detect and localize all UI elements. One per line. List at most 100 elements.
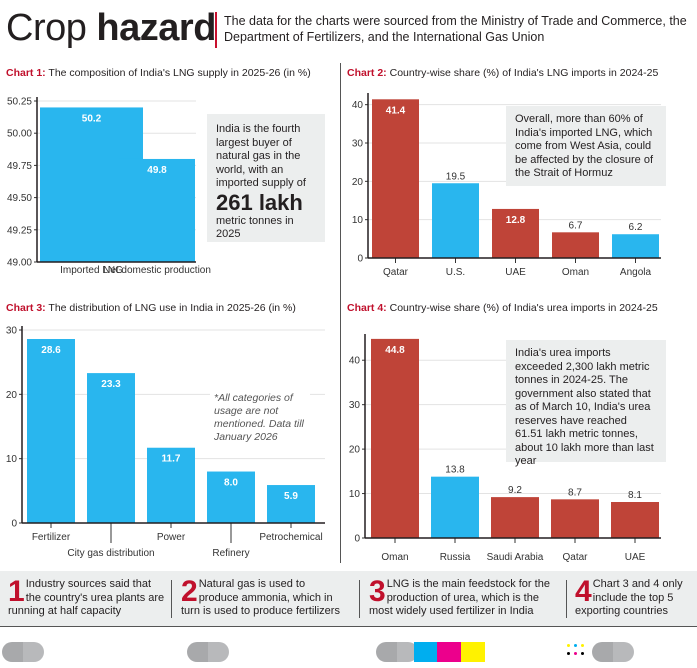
chart-4-bar — [611, 502, 659, 538]
chart-2-bar — [372, 99, 419, 258]
chart-2-category-label: Angola — [620, 267, 652, 278]
chart-1-ytick-label: 49.75 — [7, 161, 32, 172]
fact-2: 2 Natural gas is used to produce ammonia,… — [181, 575, 346, 619]
chart-4-data-label: 8.1 — [628, 490, 642, 501]
chart-2: 0 10 20 30 40 41.4 Qatar 19.5 U.S. 12.8 UAE 6.7 Oman… — [352, 93, 661, 278]
chart-4-category-label: Russia — [440, 552, 471, 563]
fact-3-text: LNG is the main feedstock for the produc… — [369, 578, 550, 617]
title-light: Crop — [6, 7, 97, 49]
chart-2-bar — [612, 234, 659, 258]
chart-4-bar — [551, 499, 599, 538]
chart-2-bar — [492, 208, 539, 258]
chart-1-label: Chart 1: — [6, 67, 46, 79]
fact-3: 3 LNG is the main feedstock for the produ… — [369, 577, 559, 619]
fact-2-number: 2 — [181, 575, 198, 608]
cyan-swatch — [414, 642, 437, 662]
chart-4-data-label: 44.8 — [385, 345, 405, 356]
fact-4-text: Chart 3 and 4 only include the top 5 exp… — [575, 578, 683, 617]
chart-1-annotation-highlight: 261 lakh — [216, 189, 303, 215]
chart-4-category-label: UAE — [625, 552, 646, 563]
chart-3-bar — [27, 339, 75, 523]
chart-4-data-label: 8.7 — [568, 487, 582, 498]
chart-1-data-label: 49.8 — [147, 165, 167, 176]
chart-4-ytick-label: 0 — [354, 534, 360, 545]
registration-dot — [567, 652, 570, 655]
registration-mark — [2, 642, 44, 662]
source-note: The data for the charts were sourced fro… — [224, 14, 687, 44]
fact-1: 1 Industry sources said that the country'… — [8, 575, 168, 619]
facts-footer: 1 Industry sources said that the country'… — [0, 571, 697, 627]
chart-3-ytick-label: 0 — [11, 519, 17, 530]
chart-3-title-text: The distribution of LNG use in India in … — [48, 302, 296, 314]
chart-1-ytick-label: 49.00 — [7, 258, 32, 269]
chart-1-category-label: Imported LNG — [60, 265, 123, 276]
chart-2-data-label: 41.4 — [386, 105, 406, 116]
chart-3-ytick-label: 30 — [6, 326, 18, 337]
chart-3-bar — [267, 485, 315, 523]
chart-1-bar — [119, 158, 195, 262]
chart-3-ytick-label: 10 — [6, 454, 18, 465]
chart-1-annotation-text-after: metric tonnes in 2025 — [216, 214, 294, 241]
chart-1-category-label: Net domestic production — [103, 265, 211, 276]
registration-dot — [581, 652, 584, 655]
chart-2-title: Chart 2: Country-wise share (%) of India… — [347, 66, 658, 80]
chart-2-ytick-label: 0 — [357, 254, 363, 265]
chart-2-ytick-label: 30 — [352, 139, 364, 150]
chart-3-footnote: *All categories of usage are not mention… — [210, 390, 310, 446]
chart-4: 0 10 20 30 40 44.8 Oman 13.8 Russia 9.2 Saudi Arab… — [349, 334, 661, 563]
chart-4-annotation: India's urea imports exceeded 2,300 lakh… — [506, 340, 666, 467]
chart-2-label: Chart 2: — [347, 67, 387, 79]
chart-1-annotation: India is the fourth largest buyer of nat… — [207, 114, 325, 242]
chart-4-category-label: Oman — [381, 552, 408, 563]
chart-3-category-label: City gas distribution — [67, 548, 154, 559]
title-bold: hazard — [96, 7, 216, 49]
chart-2-data-label: 6.2 — [629, 222, 643, 233]
registration-dot — [581, 644, 584, 647]
chart-1-data-label: 50.2 — [82, 113, 102, 124]
chart-1: 49.00 49.25 49.50 49.75 50.00 50.25 50.2 Import… — [7, 97, 211, 277]
chart-4-data-label: 9.2 — [508, 485, 522, 496]
title-divider — [215, 12, 217, 48]
chart-2-ytick-label: 20 — [352, 177, 364, 188]
column-divider — [340, 63, 341, 563]
registration-mark — [376, 642, 418, 662]
chart-3-data-label: 11.7 — [162, 454, 181, 465]
chart-2-data-label: 6.7 — [569, 220, 583, 231]
chart-4-ytick-label: 20 — [349, 445, 361, 456]
chart-1-title-text: The composition of India's LNG supply in… — [48, 67, 311, 79]
chart-3-bar — [87, 373, 135, 523]
chart-2-data-label: 19.5 — [446, 171, 466, 182]
chart-2-bar — [552, 232, 599, 258]
fact-2-text: Natural gas is used to produce ammonia, … — [181, 578, 340, 617]
chart-4-title-text: Country-wise share (%) of India's urea i… — [389, 302, 658, 314]
chart-3-category-label: Fertilizer — [32, 532, 71, 543]
registration-mark — [187, 642, 229, 662]
chart-1-ytick-label: 50.25 — [7, 97, 32, 108]
chart-4-ytick-label: 30 — [349, 400, 361, 411]
chart-4-ytick-label: 40 — [349, 356, 361, 367]
fact-1-number: 1 — [8, 575, 25, 608]
chart-4-label: Chart 4: — [347, 302, 387, 314]
chart-3-label: Chart 3: — [6, 302, 46, 314]
chart-4-title: Chart 4: Country-wise share (%) of India… — [347, 301, 658, 315]
chart-2-data-label: 12.8 — [506, 215, 526, 226]
chart-2-category-label: Qatar — [383, 267, 409, 278]
chart-2-ytick-label: 40 — [352, 100, 364, 111]
chart-4-bar — [431, 476, 479, 538]
fact-divider — [566, 580, 567, 618]
chart-1-annotation-text: India is the fourth largest buyer of nat… — [216, 123, 306, 189]
fact-1-text: Industry sources said that the country's… — [8, 578, 165, 617]
fact-4-number: 4 — [575, 575, 592, 608]
fact-divider — [171, 580, 172, 618]
chart-4-data-label: 13.8 — [445, 465, 465, 476]
chart-3-data-label: 28.6 — [41, 345, 61, 356]
chart-2-category-label: Oman — [562, 267, 589, 278]
registration-dot — [574, 644, 577, 647]
registration-mark — [592, 642, 634, 662]
chart-1-ytick-label: 49.50 — [7, 193, 32, 204]
chart-2-title-text: Country-wise share (%) of India's LNG im… — [389, 67, 659, 79]
chart-2-annotation: Overall, more than 60% of India's import… — [506, 106, 666, 186]
chart-4-bar — [371, 338, 419, 538]
chart-2-bar — [432, 183, 479, 258]
chart-3-data-label: 5.9 — [284, 491, 298, 502]
